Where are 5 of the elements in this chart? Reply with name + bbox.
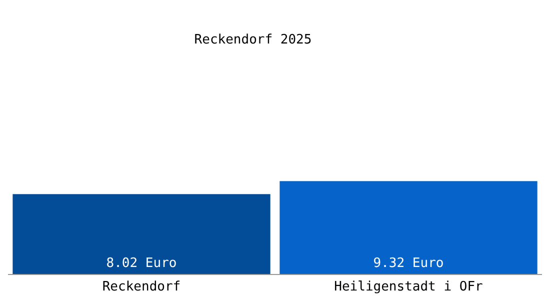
data-label: 8.02 Euro	[106, 256, 177, 271]
data-label: 9.32 Euro	[373, 256, 444, 271]
x-tick-label: Reckendorf	[102, 280, 181, 295]
chart-title: Reckendorf 2025	[194, 32, 312, 48]
x-tick-label: Heiligenstadt i OFr	[334, 280, 484, 295]
